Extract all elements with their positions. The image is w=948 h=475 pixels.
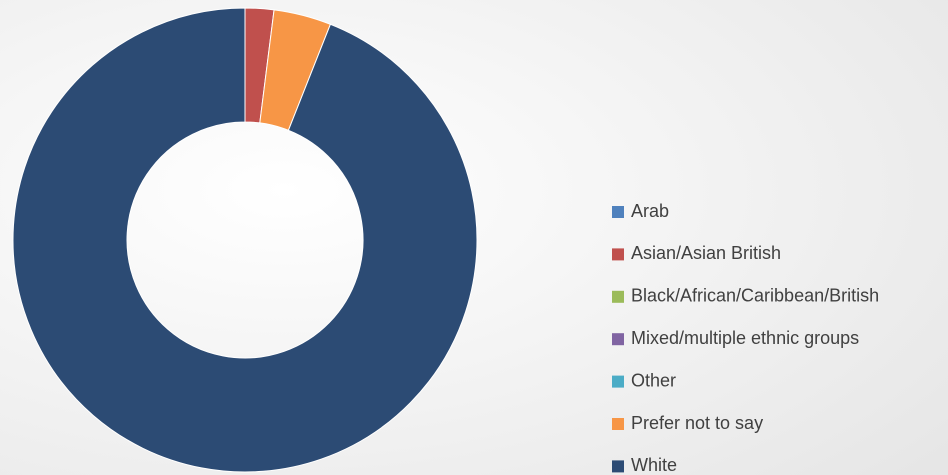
legend-label: Prefer not to say <box>631 413 763 433</box>
legend-swatch <box>612 375 624 388</box>
legend-swatch <box>612 460 624 473</box>
legend-label: White <box>631 455 677 475</box>
donut-segment <box>12 7 478 473</box>
legend-label: Other <box>631 370 676 390</box>
legend-swatch <box>612 333 624 346</box>
legend-swatch <box>612 418 624 430</box>
legend-label: Mixed/multiple ethnic groups <box>631 328 859 348</box>
legend-label: Asian/Asian British <box>631 243 781 263</box>
legend-swatch <box>612 248 624 261</box>
legend-label: Arab <box>631 201 669 221</box>
legend-label: Black/African/Caribbean/British <box>631 286 879 306</box>
legend-swatch <box>612 206 624 218</box>
legend-swatch <box>612 290 624 303</box>
